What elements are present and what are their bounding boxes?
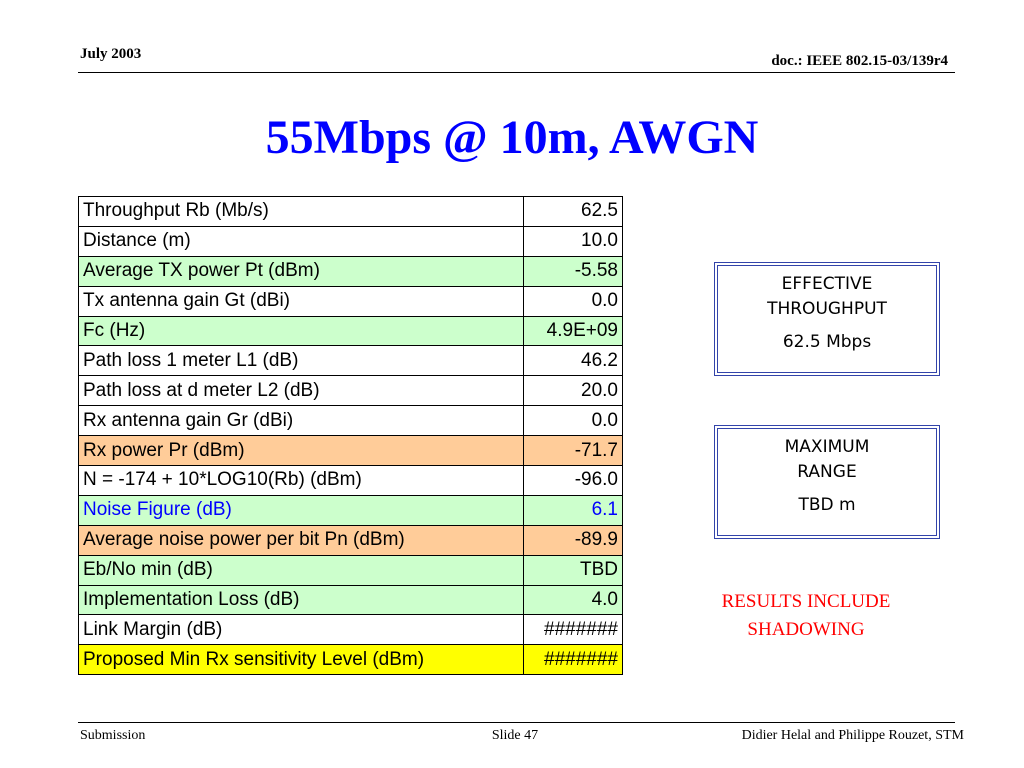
label: Path loss 1 meter L1 (dB) — [78, 345, 524, 377]
row: Average noise power per bit Pn (dBm) -89.… — [78, 524, 623, 556]
value: TBD — [523, 554, 623, 586]
value: 10.0 — [523, 225, 623, 257]
value: -96.0 — [523, 465, 623, 496]
note-line: RESULTS INCLUDE — [721, 591, 891, 612]
label: Link Margin (dB) — [78, 614, 524, 646]
footer-right: Didier Helal and Philippe Rouzet, STM — [741, 728, 964, 743]
label: Eb/No min (dB) — [78, 554, 524, 586]
row: Path loss 1 meter L1 (dB) 46.2 — [78, 345, 623, 377]
value: 20.0 — [523, 375, 623, 407]
row: Path loss at d meter L2 (dB) 20.0 — [78, 375, 623, 407]
row: Implementation Loss (dB) 4.0 — [78, 584, 623, 616]
label: Fc (Hz) — [78, 315, 524, 347]
header-rule — [78, 72, 955, 73]
footer-rule — [78, 722, 955, 723]
row: Link Margin (dB) ####### — [78, 614, 623, 646]
row: Average TX power Pt (dBm) -5.58 — [78, 255, 623, 287]
row: Throughput Rb (Mb/s) 62.5 — [78, 196, 623, 227]
value: ####### — [523, 644, 623, 676]
label: Implementation Loss (dB) — [78, 584, 524, 616]
value: -5.58 — [523, 255, 623, 287]
value: 0.0 — [523, 285, 623, 317]
value: 6.1 — [523, 494, 623, 526]
footer-left: Submission — [80, 728, 146, 743]
row: N = -174 + 10*LOG10(Rb) (dBm) -96.0 — [78, 465, 623, 496]
box-value: TBD m — [798, 495, 856, 515]
row: Fc (Hz) 4.9E+09 — [78, 315, 623, 347]
value: 62.5 — [523, 196, 623, 227]
value: 46.2 — [523, 345, 623, 377]
value: 4.9E+09 — [523, 315, 623, 347]
footer-center: Slide 47 — [491, 728, 539, 743]
value: -89.9 — [523, 524, 623, 556]
note: RESULTS INCLUDE SHADOWING — [686, 588, 926, 644]
range-box: MAXIMUM RANGE TBD m — [714, 425, 940, 539]
box-line: MAXIMUM — [784, 437, 870, 457]
row: Eb/No min (dB) TBD — [78, 554, 623, 586]
row: Rx antenna gain Gr (dBi) 0.0 — [78, 405, 623, 437]
label: Throughput Rb (Mb/s) — [78, 196, 524, 227]
date: July 2003 — [80, 46, 142, 62]
label: Distance (m) — [78, 225, 524, 257]
row: Rx power Pr (dBm) -71.7 — [78, 435, 623, 467]
label: Tx antenna gain Gt (dBi) — [78, 285, 524, 317]
box-line: EFFECTIVE — [781, 274, 873, 294]
title: 55Mbps @ 10m, AWGN — [265, 111, 759, 164]
label: Rx power Pr (dBm) — [78, 435, 524, 467]
box-line: THROUGHPUT — [767, 299, 887, 319]
row: Distance (m) 10.0 — [78, 225, 623, 257]
row: Noise Figure (dB) 6.1 — [78, 494, 623, 526]
row: Proposed Min Rx sensitivity Level (dBm) #… — [78, 644, 623, 676]
label: Path loss at d meter L2 (dB) — [78, 375, 524, 407]
box-value: 62.5 Mbps — [782, 332, 872, 352]
row: Tx antenna gain Gt (dBi) 0.0 — [78, 285, 623, 317]
label: Noise Figure (dB) — [78, 494, 524, 526]
label: Average noise power per bit Pn (dBm) — [78, 524, 524, 556]
label: Proposed Min Rx sensitivity Level (dBm) — [78, 644, 524, 676]
label: Average TX power Pt (dBm) — [78, 255, 524, 287]
box-line: RANGE — [797, 462, 857, 482]
label: Rx antenna gain Gr (dBi) — [78, 405, 524, 437]
value: 4.0 — [523, 584, 623, 616]
label: N = -174 + 10*LOG10(Rb) (dBm) — [78, 465, 524, 496]
throughput-box: EFFECTIVE THROUGHPUT 62.5 Mbps — [714, 262, 940, 376]
doc-id: doc.: IEEE 802.15-03/139r4 — [771, 53, 948, 69]
value: -71.7 — [523, 435, 623, 467]
link-budget-table: Throughput Rb (Mb/s) 62.5 Distance (m) 10.… — [78, 196, 623, 676]
value: ####### — [523, 614, 623, 646]
note-line: SHADOWING — [747, 619, 865, 640]
value: 0.0 — [523, 405, 623, 437]
